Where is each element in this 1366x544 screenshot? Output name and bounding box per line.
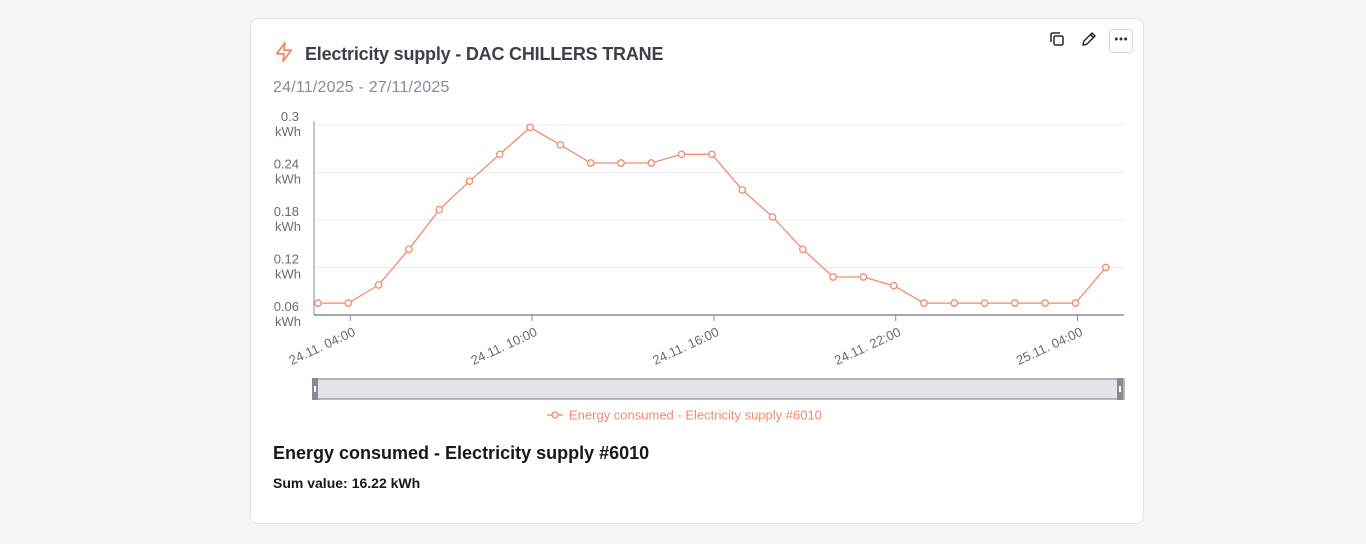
- copy-icon: [1048, 30, 1066, 53]
- chart-series: [314, 123, 1110, 307]
- series-summary-title: Energy consumed - Electricity supply #60…: [273, 443, 650, 463]
- widget-card: Electricity supply - DAC CHILLERS TRANE …: [250, 18, 1144, 524]
- data-point: [465, 177, 474, 186]
- data-point: [889, 281, 898, 290]
- pencil-icon: [1080, 30, 1098, 53]
- zoom-handle-right-grip: [1119, 386, 1121, 392]
- data-point: [435, 205, 444, 214]
- data-point: [314, 299, 322, 307]
- data-point: [738, 186, 747, 194]
- sum-label: Sum value:: [273, 475, 348, 491]
- more-button[interactable]: [1109, 29, 1133, 53]
- legend-marker: [551, 411, 559, 419]
- x-axis: 24.11. 04:00 24.11. 10:00 24.11. 16:00 24.1…: [287, 314, 1124, 368]
- y-tick-label: 0.3: [281, 109, 299, 124]
- data-point: [1011, 299, 1019, 307]
- x-tick-label: 24.11. 22:00: [832, 324, 903, 368]
- data-point: [859, 273, 868, 281]
- sum-value: 16.22 kWh: [351, 475, 421, 491]
- copy-button[interactable]: [1045, 29, 1069, 53]
- data-point: [980, 299, 989, 307]
- data-point: [1041, 299, 1050, 307]
- data-point: [1101, 263, 1110, 272]
- zoom-slider-track[interactable]: [313, 378, 1125, 400]
- y-tick-unit: kWh: [275, 172, 301, 187]
- chart-legend[interactable]: Energy consumed - Electricity supply #60…: [547, 408, 822, 423]
- y-tick-label: 0.06: [274, 299, 299, 314]
- data-point: [495, 150, 504, 159]
- chart-grid: [314, 124, 1124, 268]
- legend-label: Energy consumed - Electricity supply #60…: [569, 408, 822, 423]
- data-point: [798, 245, 807, 254]
- data-point: [344, 299, 353, 307]
- data-point: [405, 245, 413, 254]
- lightning-icon: [273, 41, 295, 68]
- data-point: [708, 150, 716, 159]
- data-point: [950, 299, 959, 307]
- x-tick-label: 25.11. 04:00: [1014, 324, 1085, 368]
- data-point: [617, 159, 625, 167]
- y-tick-unit: kWh: [275, 267, 301, 282]
- y-tick-label: 0.18: [274, 204, 299, 219]
- data-point: [526, 123, 534, 132]
- y-tick-unit: kWh: [275, 219, 301, 234]
- edit-button[interactable]: [1077, 29, 1101, 53]
- data-point: [586, 159, 595, 167]
- y-tick-label: 0.12: [274, 252, 299, 267]
- data-point: [920, 299, 928, 307]
- widget-header: Electricity supply - DAC CHILLERS TRANE: [273, 41, 663, 68]
- x-tick-label: 24.11. 16:00: [650, 324, 721, 368]
- y-tick-unit: kWh: [275, 124, 301, 139]
- data-point: [677, 150, 686, 159]
- data-point: [556, 140, 565, 149]
- x-tick-label: 24.11. 04:00: [287, 324, 358, 368]
- more-horizontal-icon: [1113, 31, 1129, 52]
- data-point: [374, 281, 383, 289]
- zoom-slider[interactable]: [312, 378, 1125, 400]
- date-range: 24/11/2025 - 27/11/2025: [273, 79, 450, 96]
- y-tick-unit: kWh: [275, 314, 301, 329]
- widget-title: Electricity supply - DAC CHILLERS TRANE: [305, 44, 664, 64]
- data-point: [1071, 299, 1080, 307]
- widget-toolbar: [1045, 29, 1133, 53]
- data-point: [647, 159, 656, 167]
- sum-value-row: Sum value: 16.22 kWh: [273, 475, 420, 491]
- zoom-handle-left-grip: [314, 386, 316, 392]
- data-point: [829, 273, 837, 281]
- data-point: [768, 212, 777, 221]
- x-tick-label: 24.11. 10:00: [468, 324, 539, 368]
- y-tick-label: 0.24: [274, 157, 299, 172]
